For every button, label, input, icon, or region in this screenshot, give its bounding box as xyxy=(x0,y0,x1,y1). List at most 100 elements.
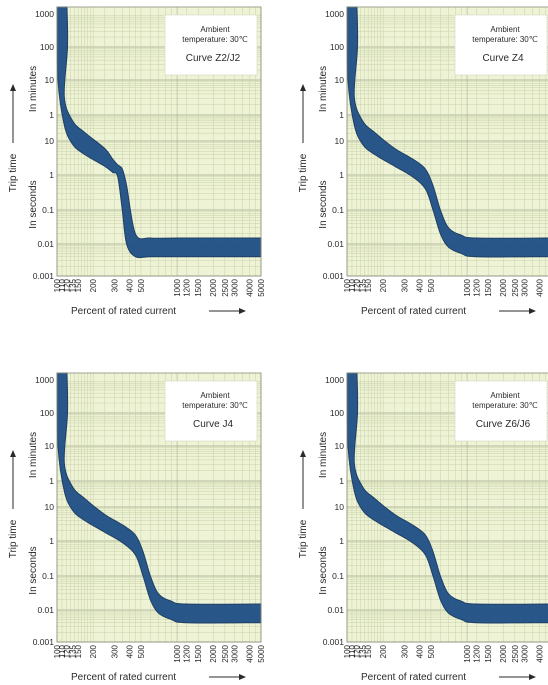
y-tick-label-minutes: 100 xyxy=(40,408,54,418)
y-tick-label-minutes: 1000 xyxy=(325,9,344,19)
curve-name: Curve Z6/J6 xyxy=(476,419,531,430)
y-axis-label-seconds: In seconds xyxy=(28,546,39,594)
y-tick-label-minutes: 10 xyxy=(45,441,55,451)
x-tick-label: 4000 xyxy=(245,644,254,662)
y-tick-label-seconds: 0.1 xyxy=(42,205,54,215)
plot-frame xyxy=(56,6,262,277)
x-tick-label: 135 xyxy=(69,278,78,292)
x-tick-label: 1000 xyxy=(173,644,182,662)
y-tick-label-seconds: 1 xyxy=(49,170,54,180)
x-tick-label: 110 xyxy=(348,278,357,291)
plot-frame xyxy=(346,6,548,277)
plot-frame xyxy=(56,372,262,643)
y-axis-label-trip-time: Trip time xyxy=(298,519,309,558)
y-axis-arrow-head xyxy=(300,450,306,457)
x-tick-label: 120 xyxy=(353,278,362,292)
y-tick-label-seconds: 1 xyxy=(339,170,344,180)
y-axis-label-minutes: In minutes xyxy=(28,432,39,478)
x-axis-arrow-head xyxy=(529,674,536,680)
x-tick-label: 150 xyxy=(364,278,373,292)
x-tick-label: 400 xyxy=(415,278,424,292)
ambient-label: Ambient xyxy=(490,25,520,34)
x-tick-label: 2000 xyxy=(209,644,218,662)
x-axis-label: Percent of rated current xyxy=(361,306,466,317)
legend-box xyxy=(454,14,548,76)
x-tick-label: 120 xyxy=(63,278,72,292)
trip-curve-panel-4: 10001001011010.10.010.001100110120135150… xyxy=(298,372,548,683)
y-axis-label-seconds: In seconds xyxy=(318,546,329,594)
y-tick-label-seconds: 0.1 xyxy=(332,205,344,215)
y-tick-label-seconds: 10 xyxy=(335,502,345,512)
x-axis-label: Percent of rated current xyxy=(361,672,466,683)
x-tick-label: 400 xyxy=(125,644,134,658)
y-tick-label-minutes: 10 xyxy=(45,75,55,85)
x-tick-label: 3000 xyxy=(230,278,239,296)
y-tick-label-minutes: 1 xyxy=(49,110,54,120)
y-axis-label-trip-time: Trip time xyxy=(298,153,309,192)
y-tick-label-minutes: 1 xyxy=(49,476,54,486)
y-axis-label-minutes: In minutes xyxy=(28,66,39,112)
x-tick-label: 100 xyxy=(343,278,352,292)
ambient-temperature: temperature: 30℃ xyxy=(182,35,247,44)
x-tick-label: 120 xyxy=(353,644,362,658)
x-tick-label: 1500 xyxy=(194,644,203,662)
y-axis-arrow-head xyxy=(300,84,306,91)
x-tick-label: 200 xyxy=(89,278,98,292)
x-tick-label: 135 xyxy=(69,644,78,658)
ambient-label: Ambient xyxy=(200,391,230,400)
x-tick-label: 1000 xyxy=(463,644,472,662)
y-tick-label-minutes: 1000 xyxy=(325,375,344,385)
y-tick-label-seconds: 0.001 xyxy=(33,637,55,647)
trip-curve-panel-3: 10001001011010.10.010.001100110120135150… xyxy=(8,372,266,683)
x-tick-label: 1200 xyxy=(473,644,482,662)
y-tick-label-minutes: 100 xyxy=(40,42,54,52)
y-axis-label-minutes: In minutes xyxy=(318,432,329,478)
y-tick-label-minutes: 1 xyxy=(339,110,344,120)
x-tick-label: 200 xyxy=(379,644,388,658)
ambient-temperature: temperature: 30℃ xyxy=(182,401,247,410)
x-tick-label: 110 xyxy=(58,644,67,657)
x-tick-label: 200 xyxy=(379,278,388,292)
x-tick-label: 300 xyxy=(400,278,409,292)
y-tick-label-minutes: 10 xyxy=(335,75,345,85)
trip-curve-panel-2: 10001001011010.10.010.001100110120135150… xyxy=(298,6,548,317)
y-tick-label-seconds: 10 xyxy=(45,502,55,512)
tripping-band xyxy=(346,6,548,258)
y-axis-label-minutes: In minutes xyxy=(318,66,329,112)
ambient-temperature: temperature: 30℃ xyxy=(472,35,537,44)
y-tick-label-minutes: 1000 xyxy=(35,9,54,19)
x-tick-label: 110 xyxy=(58,278,67,291)
legend-box xyxy=(454,380,548,442)
y-tick-label-minutes: 10 xyxy=(335,441,345,451)
legend-box xyxy=(164,380,258,442)
x-tick-label: 1500 xyxy=(484,644,493,662)
ambient-label: Ambient xyxy=(200,25,230,34)
x-tick-label: 110 xyxy=(348,644,357,657)
y-axis-label-seconds: In seconds xyxy=(28,180,39,228)
y-tick-label-seconds: 0.01 xyxy=(327,239,344,249)
x-tick-label: 2500 xyxy=(221,278,230,296)
x-tick-label: 1200 xyxy=(473,278,482,296)
x-tick-label: 300 xyxy=(400,644,409,658)
y-tick-label-minutes: 100 xyxy=(330,42,344,52)
x-tick-label: 4000 xyxy=(535,278,544,296)
y-tick-label-minutes: 100 xyxy=(330,408,344,418)
tripping-band xyxy=(346,372,548,624)
y-tick-label-seconds: 0.001 xyxy=(33,271,55,281)
x-tick-label: 500 xyxy=(427,644,436,658)
x-tick-label: 5000 xyxy=(257,644,266,662)
x-tick-label: 100 xyxy=(53,644,62,658)
x-tick-label: 2000 xyxy=(499,278,508,296)
x-axis-arrow-head xyxy=(239,674,246,680)
x-tick-label: 200 xyxy=(89,644,98,658)
x-tick-label: 1200 xyxy=(183,644,192,662)
y-tick-label-minutes: 1 xyxy=(339,476,344,486)
x-tick-label: 3000 xyxy=(520,278,529,296)
x-tick-label: 500 xyxy=(427,278,436,292)
x-tick-label: 2500 xyxy=(511,644,520,662)
y-tick-label-seconds: 0.01 xyxy=(37,605,54,615)
y-tick-label-seconds: 0.1 xyxy=(332,571,344,581)
x-tick-label: 2500 xyxy=(511,278,520,296)
x-tick-label: 100 xyxy=(53,278,62,292)
